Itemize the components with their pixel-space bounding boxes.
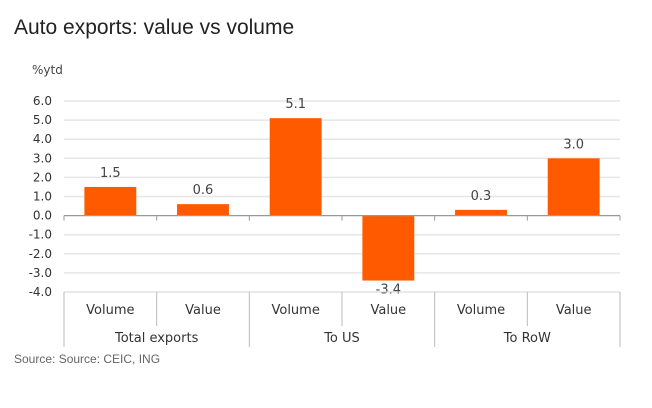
bar xyxy=(547,158,600,216)
data-label: -3.4 xyxy=(376,283,401,298)
category-label: Volume xyxy=(86,303,134,318)
bar xyxy=(455,209,507,216)
y-tick-label: -3.0 xyxy=(29,266,52,280)
group-label: To RoW xyxy=(503,331,551,346)
bar xyxy=(177,204,229,216)
y-tick-label: 1.0 xyxy=(33,190,52,204)
category-label: Value xyxy=(185,303,221,318)
y-tick-label: -2.0 xyxy=(29,247,52,261)
data-label: 3.0 xyxy=(563,137,584,152)
data-label: 1.5 xyxy=(100,166,121,181)
y-tick-label: 4.0 xyxy=(33,132,52,146)
y-tick-label: -1.0 xyxy=(29,228,52,242)
y-tick-label: -4.0 xyxy=(29,285,52,299)
group-label: Total exports xyxy=(114,331,199,346)
y-tick-label: 3.0 xyxy=(33,151,52,165)
category-label: Volume xyxy=(457,303,505,318)
source-note: Source: Source: CEIC, ING xyxy=(14,352,161,366)
y-tick-label: 5.0 xyxy=(33,113,52,127)
category-label: Volume xyxy=(271,303,319,318)
y-tick-label: 0.0 xyxy=(33,209,52,223)
data-label: 5.1 xyxy=(285,97,306,112)
y-axis-unit-label: %ytd xyxy=(32,63,63,77)
data-label: 0.3 xyxy=(471,189,492,204)
y-tick-label: 6.0 xyxy=(33,94,52,108)
chart-title: Auto exports: value vs volume xyxy=(14,16,295,39)
group-label: To US xyxy=(323,331,360,346)
category-label: Value xyxy=(370,303,406,318)
y-tick-label: 2.0 xyxy=(33,170,52,184)
data-label: 0.6 xyxy=(193,183,214,198)
bar xyxy=(269,118,322,216)
category-label: Value xyxy=(556,303,592,318)
bar xyxy=(362,215,415,281)
bar xyxy=(84,186,137,216)
